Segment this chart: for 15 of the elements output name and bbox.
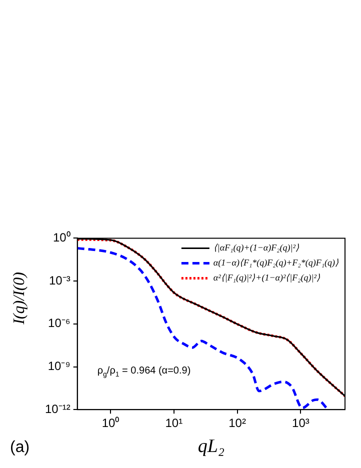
y-axis-title: I(q)/I(0) — [11, 272, 28, 326]
legend-label: α(1−α)⟨F₁*(q)F₂(q)+F₂*(q)F₁(q)⟩ — [213, 258, 340, 268]
x-tick-label: 10² — [228, 416, 246, 430]
y-tick-label: 10⁻³ — [48, 273, 70, 288]
x-axis-title: qL₂ — [198, 436, 225, 457]
legend-label: ⟨|αF₁(q)+(1−α)F₂(q)|²⟩ — [213, 242, 300, 253]
y-tick-label: 10⁰ — [52, 230, 70, 245]
y-tick-label: 10⁻⁶ — [48, 316, 70, 330]
text: (a) — [10, 439, 30, 456]
y-tick-label: 10⁻¹² — [44, 402, 70, 416]
y-tick-label: 10⁻⁹ — [48, 359, 70, 374]
x-tick-label: 10¹ — [165, 416, 183, 430]
x-tick-label: 10⁰ — [102, 416, 120, 430]
legend-label: α²⟨|F₁(q)|²⟩+(1−α)²⟨|F₂(q)|²⟩ — [213, 272, 320, 283]
x-tick-label: 10³ — [292, 416, 310, 430]
